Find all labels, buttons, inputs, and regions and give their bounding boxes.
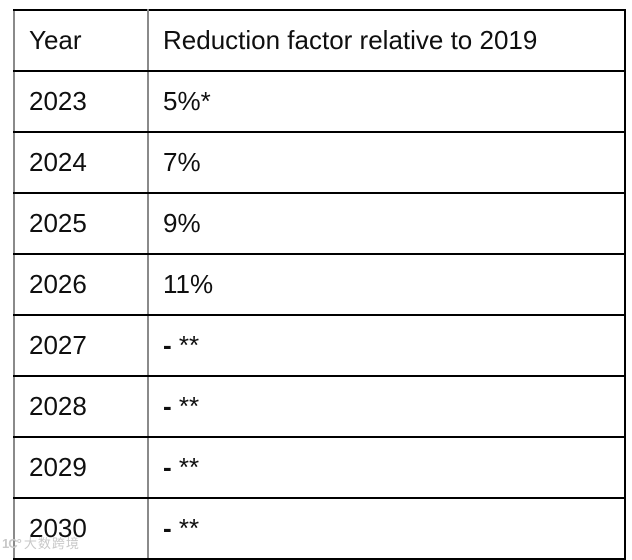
table-row: 2024 7%: [13, 131, 626, 194]
value-segment: **: [171, 330, 200, 360]
column-header-year: Year: [13, 9, 149, 72]
table-row: 2030 - **: [13, 497, 626, 560]
value-bold-segment: -: [163, 391, 172, 421]
value-cell: - **: [147, 314, 626, 377]
year-cell: 2025: [13, 192, 149, 255]
year-cell: 2028: [13, 375, 149, 438]
table-row: 2025 9%: [13, 192, 626, 255]
value-segment: 9%: [163, 208, 201, 238]
value-segment: 11%: [163, 269, 214, 299]
year-cell: 2023: [13, 70, 149, 133]
value-segment: **: [171, 452, 200, 482]
value-segment: **: [171, 391, 200, 421]
value-bold-segment: -: [163, 513, 172, 543]
value-cell: - **: [147, 497, 626, 560]
value-cell: 7%: [147, 131, 626, 194]
year-cell: 2026: [13, 253, 149, 316]
reduction-factor-table: Year Reduction factor relative to 2019 2…: [13, 9, 626, 560]
table-row: 2028 - **: [13, 375, 626, 438]
table-row: 2026 11%: [13, 253, 626, 316]
table-header-row: Year Reduction factor relative to 2019: [13, 9, 626, 72]
value-segment: 5%*: [163, 86, 211, 116]
value-cell: - **: [147, 436, 626, 499]
value-bold-segment: -: [163, 452, 172, 482]
year-cell: 2029: [13, 436, 149, 499]
value-cell: 5%*: [147, 70, 626, 133]
value-segment: 7%: [163, 147, 201, 177]
year-cell: 2030: [13, 497, 149, 560]
table-row: 2023 5%*: [13, 70, 626, 133]
value-cell: 9%: [147, 192, 626, 255]
column-header-reduction-factor: Reduction factor relative to 2019: [147, 9, 626, 72]
value-cell: 11%: [147, 253, 626, 316]
table-row: 2027 - **: [13, 314, 626, 377]
table-row: 2029 - **: [13, 436, 626, 499]
value-segment: **: [171, 513, 200, 543]
value-cell: - **: [147, 375, 626, 438]
year-cell: 2027: [13, 314, 149, 377]
year-cell: 2024: [13, 131, 149, 194]
value-bold-segment: -: [163, 330, 172, 360]
